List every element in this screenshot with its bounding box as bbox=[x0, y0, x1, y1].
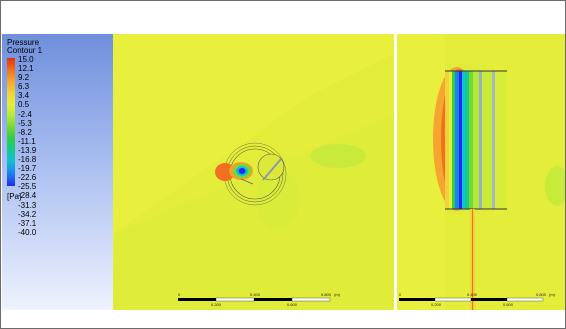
scale-label: 0.400 bbox=[250, 292, 261, 297]
blade-line bbox=[262, 158, 282, 181]
legend-level: -25.5 bbox=[18, 182, 37, 192]
legend-labels: 15.0 12.1 9.2 6.3 3.4 0.5 -2.4 -5.3 -8.2… bbox=[18, 55, 36, 237]
legend-level: -13.9 bbox=[18, 145, 37, 155]
blade-strip bbox=[473, 71, 479, 209]
legend-panel: Pressure Contour 1 15.0 12.1 9.2 6.3 3.4… bbox=[2, 34, 113, 310]
legend-level: -11.1 bbox=[18, 136, 36, 146]
blade-front-strip bbox=[445, 71, 449, 209]
blade-strip bbox=[469, 71, 473, 209]
blade-strip bbox=[492, 71, 495, 209]
legend-level: 0.5 bbox=[18, 100, 30, 110]
pressure-contour-side: 0 0.400 0.800 (m) 0.200 0.600 bbox=[397, 34, 565, 310]
scale-bar-left: 0 0.400 0.800 (m) 0.200 0.600 bbox=[178, 292, 341, 307]
legend-level: -40.0 bbox=[18, 227, 37, 237]
blade-strip bbox=[465, 71, 469, 209]
blade-strip bbox=[459, 71, 462, 209]
scale-label: (m) bbox=[334, 292, 341, 297]
legend-level: 12.1 bbox=[18, 64, 34, 74]
green-patch bbox=[310, 144, 366, 168]
legend-level: -19.7 bbox=[18, 164, 37, 174]
scale-segment bbox=[506, 297, 544, 302]
scale-label: 0.400 bbox=[467, 292, 478, 297]
legend-level: 6.3 bbox=[18, 82, 30, 92]
legend-level: -34.2 bbox=[18, 209, 37, 219]
scale-segment bbox=[178, 298, 216, 301]
viewport-side-view[interactable]: 0 0.400 0.800 (m) 0.200 0.600 bbox=[397, 34, 565, 310]
field-band-upper bbox=[113, 34, 394, 234]
scale-label: (m) bbox=[549, 292, 556, 297]
scale-label: 0.600 bbox=[287, 302, 298, 307]
scale-segment bbox=[291, 297, 331, 302]
legend-unit: [Pa] bbox=[7, 192, 22, 201]
blade-strip bbox=[495, 71, 507, 209]
blade-strip bbox=[482, 71, 492, 209]
scale-bar-right: 0 0.400 0.800 (m) 0.200 0.600 bbox=[399, 292, 556, 307]
scale-label: 0.800 bbox=[321, 292, 332, 297]
blade-strip bbox=[462, 71, 465, 209]
legend-level: -2.4 bbox=[18, 109, 32, 119]
legend-colorbar bbox=[7, 58, 15, 186]
blade-strip bbox=[455, 71, 459, 209]
scale-label: 0 bbox=[399, 292, 402, 297]
legend-level: -22.6 bbox=[18, 173, 37, 183]
scale-label: 0 bbox=[178, 292, 181, 297]
scale-segment bbox=[399, 298, 435, 301]
legend-level: -31.3 bbox=[18, 200, 37, 210]
legend-title: Pressure bbox=[7, 38, 40, 47]
scale-segment bbox=[215, 297, 255, 302]
legend-level: -5.3 bbox=[18, 118, 32, 128]
viewport-top-view[interactable]: 0 0.400 0.800 (m) 0.200 0.600 bbox=[113, 34, 394, 310]
scale-segment bbox=[254, 298, 292, 301]
scale-segment bbox=[434, 297, 472, 302]
pressure-contour-top: 0 0.400 0.800 (m) 0.200 0.600 bbox=[113, 34, 394, 310]
blade-strip bbox=[479, 71, 482, 209]
legend-level: -16.8 bbox=[18, 155, 37, 165]
green-patch bbox=[545, 166, 565, 206]
scale-label: 0.600 bbox=[503, 302, 514, 307]
wake-region bbox=[256, 169, 300, 229]
legend-level: 9.2 bbox=[18, 73, 30, 83]
legend-level: -37.1 bbox=[18, 218, 37, 228]
legend-level: 15.0 bbox=[18, 55, 34, 64]
blade-strip bbox=[449, 71, 452, 209]
scale-label: 0.200 bbox=[431, 302, 442, 307]
scale-label: 0.200 bbox=[211, 302, 222, 307]
low-pressure-core bbox=[238, 168, 246, 174]
legend-level: 3.4 bbox=[18, 91, 30, 101]
legend-level: -28.4 bbox=[18, 191, 37, 201]
blade-stub bbox=[240, 178, 254, 185]
scale-label: 0.800 bbox=[536, 292, 547, 297]
blade-strip bbox=[452, 71, 455, 209]
legend-subtitle: Contour 1 bbox=[7, 46, 43, 55]
scale-segment bbox=[471, 298, 507, 301]
rotor-blade-circle bbox=[257, 153, 285, 181]
legend-level: -8.2 bbox=[18, 127, 32, 137]
shaft-core bbox=[472, 209, 473, 310]
